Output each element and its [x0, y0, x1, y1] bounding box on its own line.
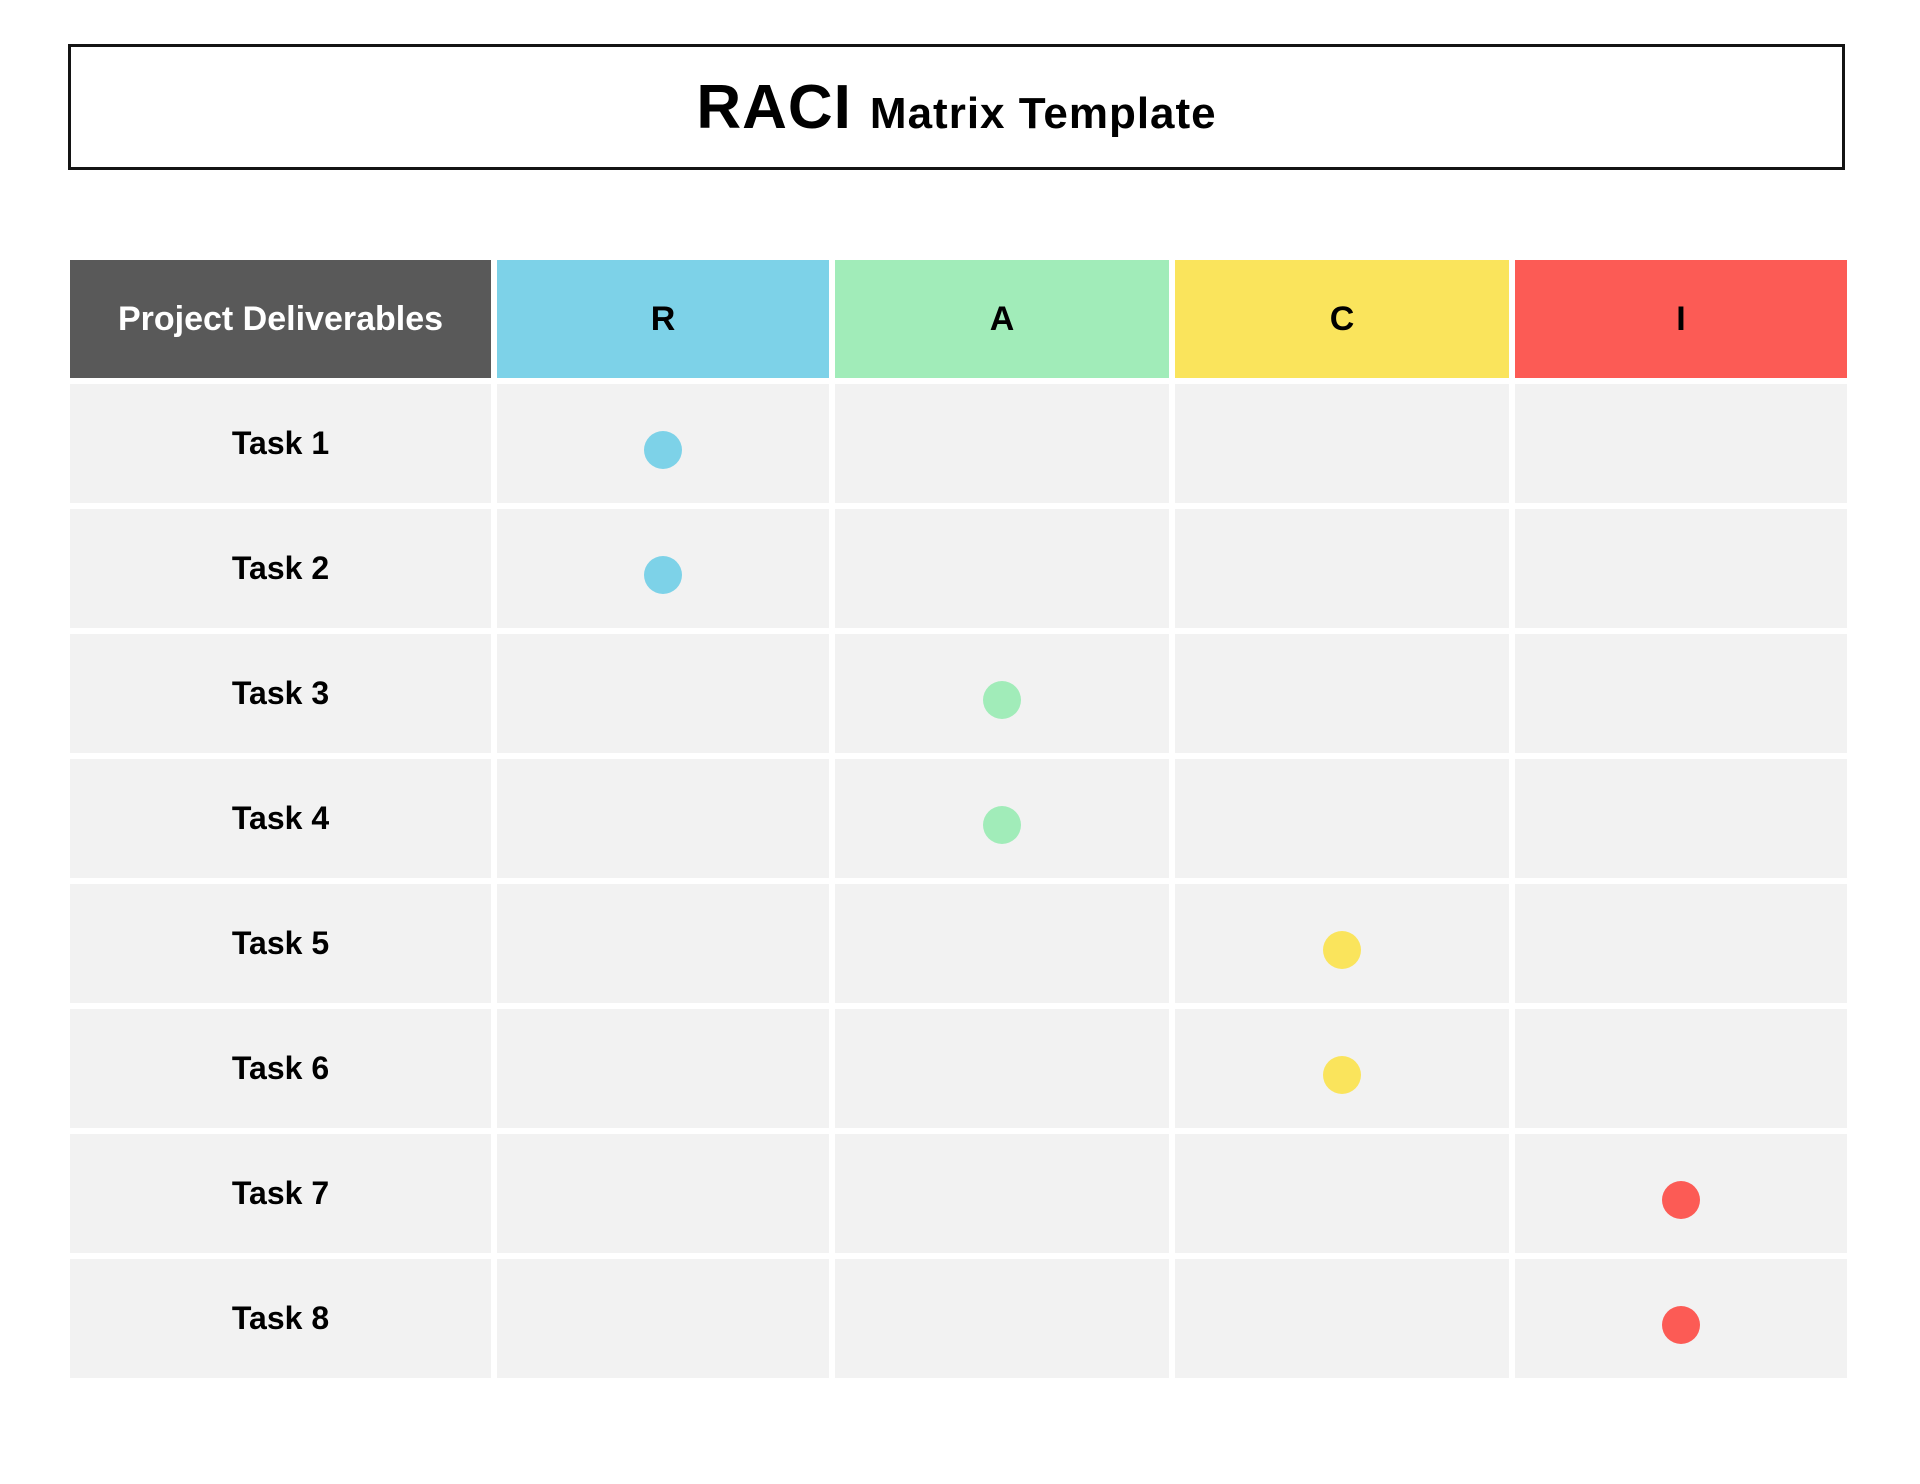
matrix-cell-task-3-r [497, 634, 829, 753]
task-label-task-8: Task 8 [70, 1259, 491, 1378]
task-label-task-6: Task 6 [70, 1009, 491, 1128]
matrix-cell-task-2-r [497, 509, 829, 628]
task-label-task-3: Task 3 [70, 634, 491, 753]
matrix-cell-task-6-a [835, 1009, 1169, 1128]
matrix-cell-task-7-c [1175, 1134, 1509, 1253]
matrix-cell-task-1-r [497, 384, 829, 503]
i-dot [1662, 1305, 1700, 1344]
matrix-cell-task-6-r [497, 1009, 829, 1128]
matrix-cell-task-6-i [1515, 1009, 1847, 1128]
matrix-cell-task-2-c [1175, 509, 1509, 628]
matrix-cell-task-6-c [1175, 1009, 1509, 1128]
matrix-cell-task-2-a [835, 509, 1169, 628]
matrix-cell-task-7-a [835, 1134, 1169, 1253]
matrix-cell-task-5-r [497, 884, 829, 1003]
page-title-primary: RACI [696, 72, 852, 142]
task-label-task-2: Task 2 [70, 509, 491, 628]
matrix-cell-task-2-i [1515, 509, 1847, 628]
matrix-cell-task-7-i [1515, 1134, 1847, 1253]
task-label-task-5: Task 5 [70, 884, 491, 1003]
header-column-a: A [835, 260, 1169, 378]
matrix-cell-task-8-r [497, 1259, 829, 1378]
r-dot [644, 555, 682, 594]
matrix-cell-task-5-a [835, 884, 1169, 1003]
matrix-cell-task-4-c [1175, 759, 1509, 878]
r-dot [644, 430, 682, 469]
page-title-secondary: Matrix Template [869, 88, 1217, 138]
matrix-cell-task-1-a [835, 384, 1169, 503]
matrix-cell-task-1-c [1175, 384, 1509, 503]
matrix-cell-task-4-a [835, 759, 1169, 878]
header-column-i: I [1515, 260, 1847, 378]
header-project-deliverables: Project Deliverables [70, 260, 491, 378]
matrix-cell-task-5-c [1175, 884, 1509, 1003]
task-label-task-7: Task 7 [70, 1134, 491, 1253]
a-dot [983, 805, 1021, 844]
c-dot [1323, 930, 1361, 969]
i-dot [1662, 1180, 1700, 1219]
matrix-cell-task-3-a [835, 634, 1169, 753]
matrix-cell-task-8-a [835, 1259, 1169, 1378]
a-dot [983, 680, 1021, 719]
matrix-cell-task-7-r [497, 1134, 829, 1253]
c-dot [1323, 1055, 1361, 1094]
matrix-cell-task-3-i [1515, 634, 1847, 753]
page-title: RACI Matrix Template [696, 72, 1216, 143]
matrix-cell-task-4-i [1515, 759, 1847, 878]
header-column-c: C [1175, 260, 1509, 378]
task-label-task-4: Task 4 [70, 759, 491, 878]
matrix-cell-task-5-i [1515, 884, 1847, 1003]
header-column-r: R [497, 260, 829, 378]
matrix-cell-task-1-i [1515, 384, 1847, 503]
title-box: RACI Matrix Template [68, 44, 1845, 170]
matrix-cell-task-8-c [1175, 1259, 1509, 1378]
matrix-cell-task-4-r [497, 759, 829, 878]
matrix-cell-task-8-i [1515, 1259, 1847, 1378]
matrix-cell-task-3-c [1175, 634, 1509, 753]
task-label-task-1: Task 1 [70, 384, 491, 503]
